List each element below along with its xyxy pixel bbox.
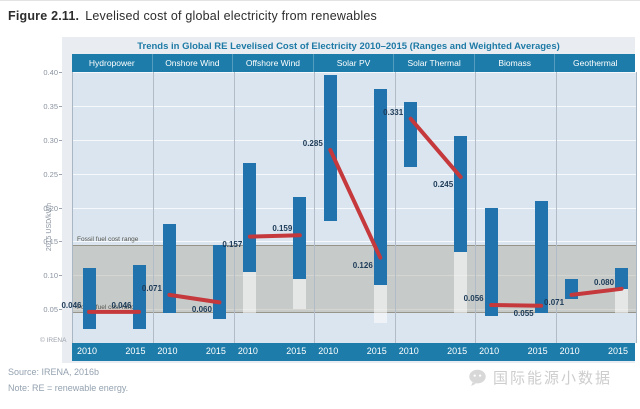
panel-header-row: Hydropower Onshore Wind Offshore Wind Solar… <box>72 54 635 72</box>
year-label: 2015 <box>527 346 548 356</box>
y-tick-label: 0.35 <box>28 102 62 111</box>
avg-value-label: 0.046 <box>111 300 132 310</box>
source-text: Source: IRENA, 2016b <box>8 367 100 377</box>
panel-divider <box>556 72 557 343</box>
avg-value-label: 0.126 <box>352 260 373 270</box>
y-tick-label: 0.20 <box>28 204 62 213</box>
avg-value-label: 0.157 <box>222 239 243 249</box>
panel-divider <box>475 72 476 343</box>
year-label: 2015 <box>447 346 468 356</box>
avg-value-label: 0.071 <box>141 283 162 293</box>
gridline <box>73 241 636 243</box>
avg-value-label: 0.060 <box>191 305 212 315</box>
year-label: 2015 <box>366 346 387 356</box>
year-label: 2010 <box>157 346 178 356</box>
panel-header-solar-thermal: Solar Thermal <box>394 54 475 72</box>
trend-line <box>569 286 624 297</box>
panel-header-hydropower: Hydropower <box>72 54 153 72</box>
gridline <box>73 173 636 175</box>
range-bar <box>484 207 498 316</box>
irena-copyright: © IRENA <box>40 337 67 344</box>
figure-label: Figure 2.11. <box>8 9 80 23</box>
year-label: 2010 <box>237 346 258 356</box>
year-label: 2010 <box>398 346 419 356</box>
fossil-band-label-top: Fossil fuel cost range <box>77 235 139 243</box>
y-tick-label: 0.10 <box>28 271 62 280</box>
trend-line <box>167 292 222 305</box>
trend-line <box>247 233 302 239</box>
avg-value-label: 0.285 <box>302 138 323 148</box>
trend-line <box>408 116 463 180</box>
gridline <box>73 139 636 141</box>
range-bar-light <box>615 288 629 313</box>
avg-value-label: 0.046 <box>61 300 82 310</box>
avg-value-label: 0.056 <box>463 294 484 304</box>
trend-line-svg <box>87 116 624 314</box>
figure-title: Levelised cost of global electricity fro… <box>85 9 377 23</box>
year-label: 2010 <box>479 346 500 356</box>
watermark-text: 国际能源小数据 <box>492 370 612 387</box>
range-bar <box>243 163 257 272</box>
y-tick-label: 0.05 <box>28 305 62 314</box>
panel-header-onshore-wind: Onshore Wind <box>153 54 234 72</box>
range-bar <box>162 224 176 313</box>
panel-divider <box>314 72 315 343</box>
avg-value-label: 0.159 <box>272 224 293 234</box>
year-label: 2015 <box>608 346 629 356</box>
panel-header-offshore-wind: Offshore Wind <box>233 54 314 72</box>
avg-value-label: 0.071 <box>544 297 565 307</box>
range-bar-light <box>293 278 307 310</box>
y-tick-label: 0.40 <box>28 68 62 77</box>
gridline <box>73 275 636 277</box>
trend-line <box>489 303 544 308</box>
range-bar-light <box>373 285 387 323</box>
range-bar-light <box>243 271 257 313</box>
fossil-band-label-bottom: Fossil fuel cost range <box>77 303 139 311</box>
range-bar <box>404 102 418 167</box>
range-bar <box>534 200 548 313</box>
gridline <box>73 72 636 73</box>
range-bar <box>454 136 468 252</box>
note-text: Note: RE = renewable energy. <box>8 383 129 393</box>
chart-title: Trends in Global RE Levelised Cost of El… <box>137 41 560 52</box>
y-tick-label: 0.15 <box>28 237 62 246</box>
wechat-icon <box>469 369 486 386</box>
trend-line <box>328 147 383 260</box>
year-label: 2010 <box>559 346 580 356</box>
plot-area: Fossil fuel cost range Fossil fuel cost r… <box>61 72 637 343</box>
figure-caption: Figure 2.11. Levelised cost of global ele… <box>8 9 377 23</box>
watermark: 国际能源小数据 <box>468 367 612 388</box>
avg-value-label: 0.055 <box>513 308 534 318</box>
panel-header-biomass: Biomass <box>475 54 556 72</box>
y-tick-label: 0.25 <box>28 170 62 179</box>
avg-value-label: 0.080 <box>594 277 615 287</box>
year-label: 2015 <box>125 346 146 356</box>
panel-header-geothermal: Geothermal <box>573 58 618 68</box>
year-label: 2015 <box>286 346 307 356</box>
range-bar <box>293 197 307 279</box>
gridline <box>73 105 636 107</box>
x-axis-band: 2010 2015 2010 2015 2010 2015 2010 2015 2010 2015… <box>72 343 635 361</box>
range-bar <box>373 88 387 286</box>
avg-value-label: 0.245 <box>433 180 454 189</box>
y-axis: 2015 USD/kWh 0.40 0.35 0.30 0.25 0.20 0.15 0.1… <box>0 37 62 363</box>
range-bar <box>615 268 629 289</box>
panel-divider <box>234 72 235 343</box>
gridline <box>73 207 636 209</box>
panel-divider <box>395 72 396 343</box>
panel-header-solar-pv: Solar PV <box>314 54 395 72</box>
year-label: 2010 <box>318 346 339 356</box>
range-bar <box>82 268 96 330</box>
gridline <box>73 309 636 311</box>
range-bar-light <box>454 251 468 313</box>
panel-divider <box>153 72 154 343</box>
year-label: 2015 <box>205 346 226 356</box>
chart-container: Trends in Global RE Levelised Cost of El… <box>61 37 637 363</box>
year-label: 2010 <box>77 346 98 356</box>
avg-value-label: 0.331 <box>383 107 404 117</box>
y-tick-label: 0.30 <box>28 136 62 145</box>
